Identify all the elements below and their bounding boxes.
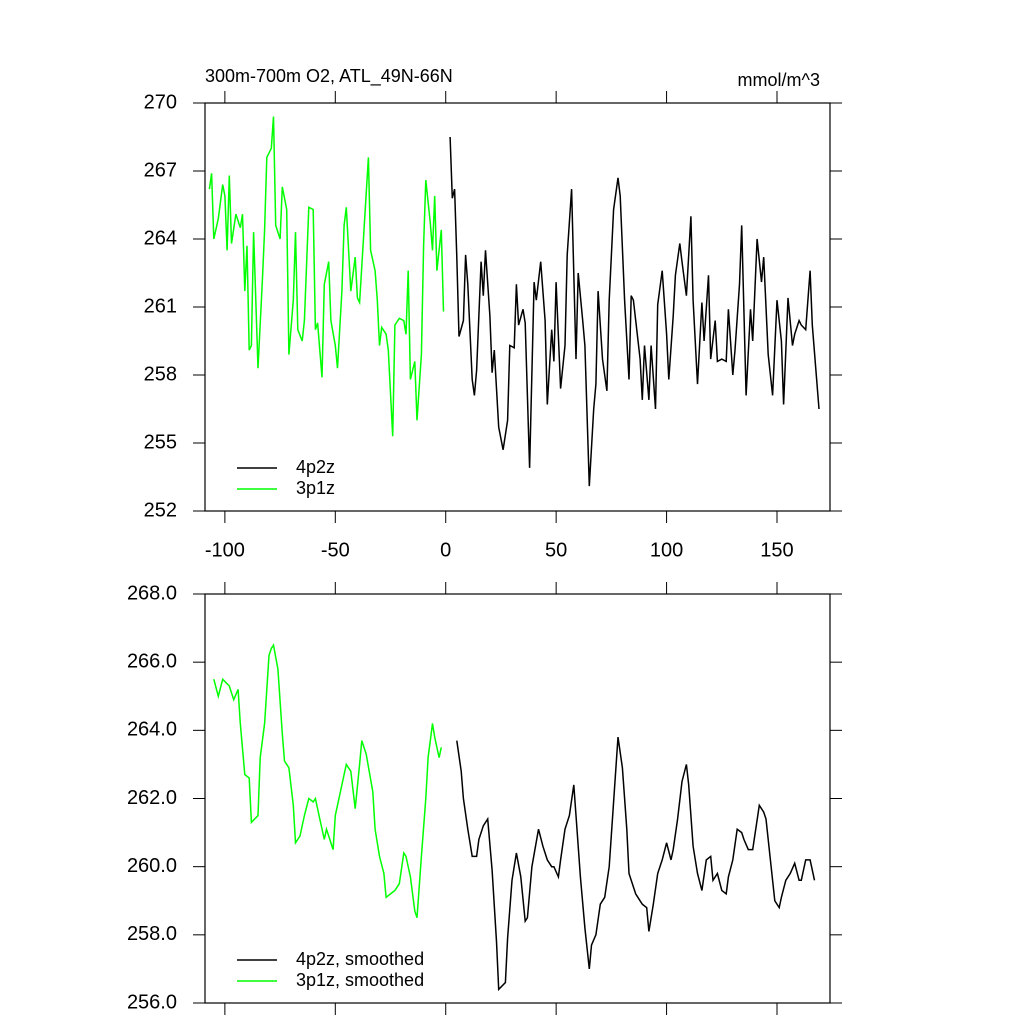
chart-title: 300m-700m O2, ATL_49N-66N	[205, 66, 453, 87]
data-line	[449, 136, 820, 487]
legend-label: 4p2z, smoothed	[296, 949, 424, 969]
plot-frame	[204, 593, 831, 1004]
x-tick-label: 100	[650, 539, 683, 561]
data-line	[456, 736, 816, 992]
legend-label: 4p2z	[296, 457, 335, 477]
y-tick-label: 264	[144, 227, 177, 249]
y-tick-label: 267	[144, 159, 177, 181]
y-tick-label: 255	[144, 431, 177, 453]
y-tick-label: 266.0	[127, 650, 177, 672]
y-tick-label: 260.0	[127, 855, 177, 877]
y-tick-label: 256.0	[127, 991, 177, 1013]
units-label: mmol/m^3	[738, 70, 820, 90]
y-tick-label: 268.0	[127, 582, 177, 604]
y-tick-label: 258	[144, 363, 177, 385]
data-line	[208, 116, 445, 437]
data-line	[213, 643, 443, 919]
legend-label: 3p1z, smoothed	[296, 970, 424, 990]
legend-label: 3p1z	[296, 478, 335, 498]
x-tick-label: -100	[205, 539, 245, 561]
y-tick-label: 270	[144, 91, 177, 113]
x-tick-label: 0	[440, 539, 451, 561]
y-tick-label: 262.0	[127, 787, 177, 809]
x-tick-label: 150	[760, 539, 793, 561]
x-tick-label: 50	[545, 539, 567, 561]
y-tick-label: 261	[144, 295, 177, 317]
y-tick-label: 258.0	[127, 923, 177, 945]
y-tick-label: 252	[144, 499, 177, 521]
x-tick-label: -50	[321, 539, 350, 561]
y-tick-label: 264.0	[127, 719, 177, 741]
